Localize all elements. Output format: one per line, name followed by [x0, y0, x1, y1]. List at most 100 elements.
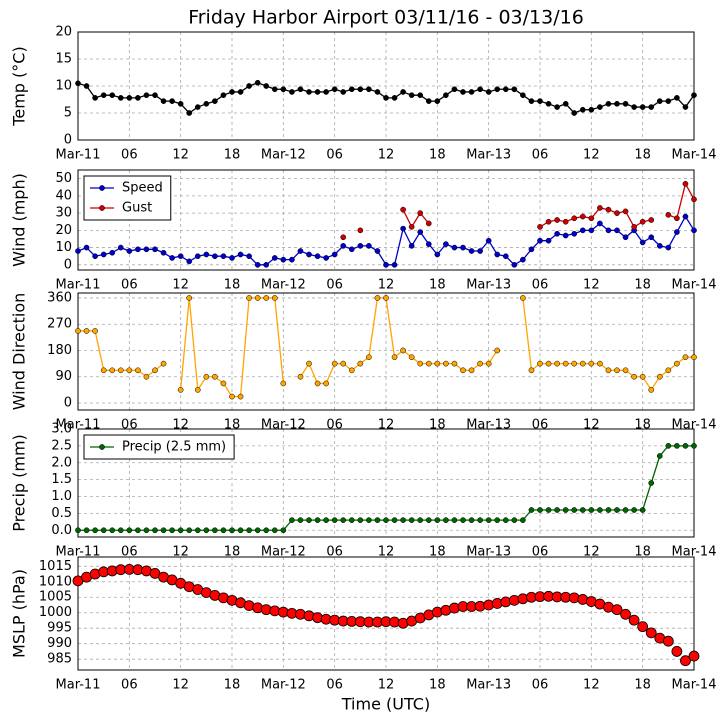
x-tick-label: Mar-13: [466, 278, 511, 293]
data-point: [434, 251, 441, 258]
data-point: [143, 246, 150, 253]
y-tick-label: 0: [64, 395, 72, 410]
data-point: [109, 249, 116, 256]
data-point: [468, 248, 475, 254]
x-tick-label: 12: [172, 278, 189, 293]
data-point: [263, 527, 270, 534]
data-point: [665, 244, 672, 251]
data-point: [520, 295, 526, 301]
data-point: [126, 527, 133, 534]
x-axis-label: Time (UTC): [341, 695, 430, 714]
y-tick-label: 20: [55, 223, 72, 238]
data-point: [357, 243, 364, 249]
data-point: [186, 110, 193, 116]
y-tick-label: 1005: [39, 590, 72, 605]
data-point: [622, 507, 629, 513]
data-point: [314, 89, 321, 95]
data-point: [477, 517, 483, 523]
data-point: [348, 86, 355, 93]
data-point: [425, 98, 432, 104]
x-tick-label: 06: [326, 278, 343, 293]
data-point: [92, 95, 98, 101]
data-point: [186, 258, 193, 265]
data-point: [645, 627, 657, 639]
x-tick-label: 12: [583, 545, 600, 560]
y-tick-label: 985: [47, 652, 72, 667]
data-point: [579, 227, 586, 234]
data-point: [628, 614, 640, 626]
data-point: [374, 517, 381, 523]
data-point: [622, 234, 629, 241]
data-point: [237, 89, 244, 95]
data-point: [511, 261, 518, 268]
data-point: [289, 256, 295, 263]
x-tick-label: 12: [583, 678, 600, 693]
data-point: [554, 104, 560, 110]
y-tick-label: 30: [55, 206, 72, 221]
data-point: [220, 253, 227, 260]
data-point: [169, 98, 175, 104]
data-point: [366, 354, 372, 361]
x-tick-label: 18: [634, 148, 651, 163]
data-point: [263, 83, 270, 89]
data-point: [212, 527, 218, 534]
x-tick-label: 06: [326, 148, 343, 163]
y-tick-label: 5: [64, 106, 72, 121]
data-point: [494, 347, 501, 354]
y-axis-label: MSLP (hPa): [10, 569, 29, 658]
data-point: [177, 253, 184, 260]
data-point: [485, 237, 492, 244]
data-point: [194, 104, 201, 110]
data-point: [237, 393, 244, 400]
data-point: [117, 527, 124, 534]
data-point: [614, 210, 620, 216]
legend-label: Precip (2.5 mm): [122, 440, 226, 455]
y-tick-label: 1000: [39, 605, 72, 620]
data-point: [597, 205, 603, 211]
data-point: [425, 517, 432, 523]
x-tick-label: Mar-12: [261, 148, 306, 163]
data-point: [639, 373, 646, 380]
x-tick-label: Mar-13: [466, 545, 511, 560]
data-point: [682, 443, 689, 449]
legend-marker: [99, 444, 105, 450]
data-point: [323, 255, 329, 261]
data-point: [588, 227, 595, 234]
data-point: [271, 295, 278, 301]
y-tick-label: 3.0: [51, 422, 72, 437]
data-point: [109, 367, 116, 374]
data-point: [348, 367, 355, 374]
data-point: [212, 253, 218, 260]
x-tick-label: 06: [532, 678, 549, 693]
y-tick-label: 10: [55, 240, 72, 255]
data-point: [237, 251, 244, 258]
data-point: [665, 367, 672, 374]
data-point: [109, 92, 116, 99]
x-tick-label: Mar-12: [261, 545, 306, 560]
data-point: [648, 217, 655, 223]
data-point: [622, 208, 629, 215]
data-point: [117, 367, 124, 374]
data-point: [443, 360, 449, 367]
data-point: [92, 328, 98, 334]
data-point: [75, 527, 81, 534]
data-point: [135, 95, 141, 101]
data-point: [656, 98, 663, 104]
data-point: [75, 80, 81, 87]
data-point: [212, 373, 218, 380]
x-tick-label: 06: [121, 148, 138, 163]
data-point: [434, 98, 441, 104]
data-point: [571, 230, 578, 237]
data-point: [682, 213, 689, 220]
data-point: [477, 248, 483, 254]
x-tick-label: 06: [326, 678, 343, 693]
data-point: [579, 213, 586, 220]
data-point: [656, 453, 663, 459]
data-point: [674, 215, 680, 222]
data-point: [229, 255, 235, 261]
data-point: [212, 98, 218, 104]
data-point: [92, 253, 98, 260]
x-tick-label: 18: [634, 278, 651, 293]
x-tick-label: Mar-11: [56, 278, 101, 293]
data-point: [340, 517, 347, 523]
